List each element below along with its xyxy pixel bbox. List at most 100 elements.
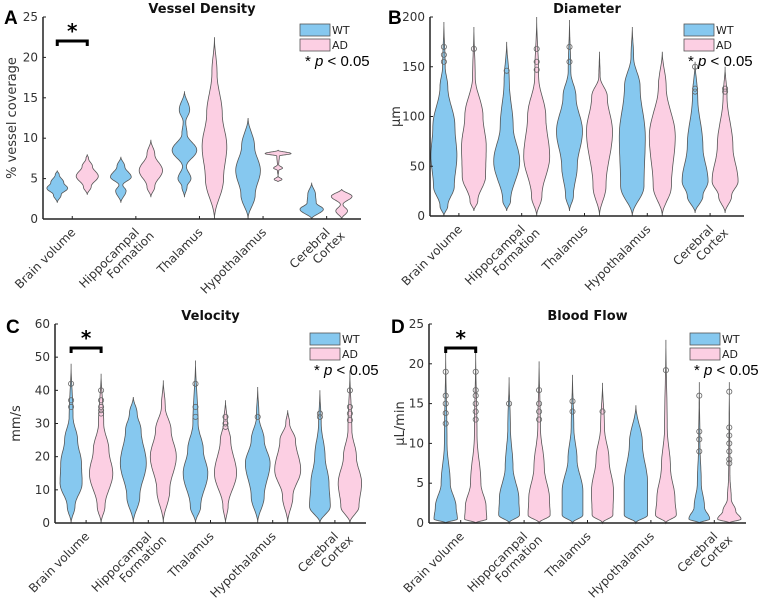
violin-wt-3 <box>618 27 646 217</box>
violin-wt-3 <box>245 387 271 524</box>
y-tick-label: 20 <box>409 357 424 371</box>
x-tick-label-line: Thalamus <box>539 222 591 274</box>
p-value-p: p <box>703 362 712 379</box>
outlier-point <box>506 400 513 407</box>
p-value-star: * <box>688 53 698 70</box>
violin-ad-2 <box>213 400 238 523</box>
violin-wt-0 <box>430 22 458 217</box>
outlier-point <box>726 440 733 447</box>
x-tick-label-line: Brain volume <box>399 222 465 288</box>
y-axis-label: µm <box>389 106 404 127</box>
outlier-point <box>442 420 449 427</box>
violin-ad-1 <box>138 139 164 198</box>
panel-a: A Vessel Density % vessel coverage 0 5 10 15 20… <box>4 2 370 301</box>
legend-swatch-wt <box>683 23 715 37</box>
outlier-point <box>68 403 75 410</box>
violin-wt-4 <box>688 382 711 524</box>
outlier-point <box>440 43 447 50</box>
x-tick-label: Hypothalamus <box>586 529 657 600</box>
chart-title: Diameter <box>553 2 621 17</box>
x-tick-label: CerebralCortex <box>295 524 356 585</box>
y-tick-label: 50 <box>410 159 425 173</box>
outlier-point <box>98 403 105 410</box>
outlier-point <box>726 460 733 467</box>
x-tick-label-line: Hypothalamus <box>198 225 269 296</box>
p-value-threshold: < 0.05 <box>706 53 752 70</box>
violin-wt-0 <box>433 351 458 524</box>
outlier-point <box>726 388 733 395</box>
outlier-point <box>722 85 729 92</box>
outlier-point <box>692 88 699 95</box>
outlier-point <box>98 387 105 394</box>
violin-ad-2 <box>201 37 228 220</box>
p-value-note: * p < 0.05 <box>694 362 759 379</box>
violin-ad-0 <box>75 154 99 195</box>
violin-wt-2 <box>556 20 583 212</box>
significance-bracket <box>444 346 478 353</box>
violin-wt-0 <box>59 363 83 524</box>
outlier-point <box>472 387 479 394</box>
violin-ad-4 <box>337 370 362 524</box>
outlier-point <box>316 410 323 417</box>
violin-ad-4 <box>711 66 739 214</box>
violin-ad-3 <box>655 339 677 525</box>
y-tick-label: 150 <box>402 60 425 74</box>
x-tick-label: HippocampalFormation <box>465 524 546 605</box>
p-value-star: * <box>314 362 324 379</box>
outlier-point <box>346 387 353 394</box>
significance-star: * <box>67 19 78 43</box>
x-tick-label: CerebralCortex <box>674 524 735 585</box>
x-tick-label: CerebralCortex <box>670 217 731 278</box>
panel-letter: C <box>6 317 20 338</box>
outlier-point <box>442 368 449 375</box>
legend-label-wt: WT <box>722 333 740 346</box>
significance-bracket <box>55 39 89 46</box>
violin-wt-4 <box>299 182 324 220</box>
violin-wt-1 <box>119 396 147 524</box>
p-value-note: * p < 0.05 <box>314 362 379 379</box>
x-tick-label-line: Thalamus <box>542 529 594 581</box>
outlier-point <box>98 410 105 417</box>
legend-label-wt: WT <box>716 24 734 37</box>
outlier-point <box>503 67 510 74</box>
legend-swatch-wt <box>309 332 341 346</box>
p-value-p: p <box>314 53 323 70</box>
p-value-note: * p < 0.05 <box>688 53 753 70</box>
x-tick-label-line: Brain volume <box>401 529 467 595</box>
outlier-point <box>533 66 540 73</box>
outlier-point <box>472 408 479 415</box>
outlier-point <box>566 58 573 65</box>
violin-ad-4 <box>330 188 353 220</box>
outlier-point <box>98 397 105 404</box>
outlier-point <box>316 413 323 420</box>
y-tick-label: 10 <box>23 131 38 145</box>
outlier-point <box>599 408 606 415</box>
outlier-point <box>222 423 229 430</box>
y-tick-label: 25 <box>409 317 424 331</box>
outlier-point <box>192 380 199 387</box>
outlier-point <box>566 43 573 50</box>
x-tick-label-line: Brain volume <box>12 225 78 291</box>
x-tick-label: Thalamus <box>542 529 594 581</box>
y-tick-label: 60 <box>35 317 50 331</box>
outlier-point <box>442 400 449 407</box>
outlier-point <box>536 387 543 394</box>
y-tick-label: 10 <box>409 436 424 450</box>
legend-swatch-ad <box>309 347 341 361</box>
chart-title: Velocity <box>181 309 240 324</box>
outlier-point <box>662 367 669 374</box>
panel-letter: A <box>4 8 18 29</box>
violin-ad-2 <box>591 382 614 525</box>
violin-wt-2 <box>182 360 209 524</box>
y-axis-label: µL/min <box>393 401 408 445</box>
x-tick-label: Thalamus <box>165 529 217 581</box>
outlier-point <box>696 448 703 455</box>
y-tick-label: 15 <box>409 397 424 411</box>
x-tick-label: HippocampalFormation <box>76 220 157 301</box>
outlier-point <box>692 85 699 92</box>
x-tick-label: Thalamus <box>539 222 591 274</box>
y-axis-label: % vessel coverage <box>5 57 20 179</box>
legend-label-ad: AD <box>342 348 358 361</box>
